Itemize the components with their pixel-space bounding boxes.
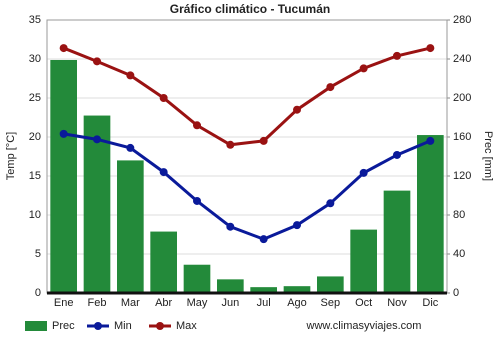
bar (83, 115, 111, 293)
marker (226, 222, 235, 231)
marker (359, 168, 368, 177)
x-tick-label: Ago (287, 297, 307, 309)
y-tick-label: 10 (29, 209, 41, 221)
marker (93, 135, 101, 144)
y2-tick-label: 200 (453, 92, 471, 104)
marker (193, 196, 201, 205)
x-tick-label: Jun (221, 297, 239, 309)
bar (417, 135, 444, 293)
y-tick-label: 30 (29, 53, 41, 65)
bar (50, 59, 77, 293)
marker (293, 105, 301, 114)
bar (183, 264, 211, 293)
marker (126, 143, 135, 152)
marker (426, 44, 435, 53)
bar (150, 231, 177, 293)
y2-tick-label: 80 (453, 209, 465, 221)
y-tick-label: 5 (35, 248, 41, 260)
y-tick-label: 0 (35, 287, 41, 299)
y2-axis-label: Prec [mm] (482, 131, 494, 181)
legend-marker (94, 322, 102, 330)
legend-marker (156, 322, 164, 330)
y-tick-label: 35 (29, 14, 41, 26)
bar (317, 276, 344, 293)
x-tick-label: Dic (422, 297, 438, 309)
marker (159, 168, 168, 177)
y2-tick-label: 40 (453, 248, 465, 260)
y-axis-label: Temp [°C] (5, 132, 17, 180)
x-tick-label: Jul (257, 297, 271, 309)
legend-label: Max (176, 320, 197, 332)
legend-swatch (25, 321, 47, 331)
y-tick-label: 25 (29, 92, 41, 104)
x-tick-label: Ene (54, 297, 74, 309)
marker (259, 235, 268, 244)
marker (59, 129, 68, 138)
legend-label: Prec (52, 320, 75, 332)
y2-tick-label: 240 (453, 53, 471, 65)
marker (359, 64, 368, 73)
y2-tick-label: 120 (453, 170, 471, 182)
marker (393, 51, 401, 60)
x-tick-label: Oct (355, 297, 372, 309)
x-tick-label: Nov (387, 297, 407, 309)
marker (59, 44, 68, 53)
marker (326, 83, 335, 92)
x-tick-label: Sep (321, 297, 341, 309)
x-tick-label: Mar (121, 297, 140, 309)
legend-label: Min (114, 320, 132, 332)
marker (226, 140, 235, 149)
source: www.climasyviajes.com (306, 320, 422, 332)
y-tick-label: 20 (29, 131, 41, 143)
line (63, 46, 431, 147)
bar (383, 190, 411, 293)
line (63, 132, 431, 241)
x-tick-label: Abr (155, 297, 172, 309)
y-tick-label: 15 (29, 170, 41, 182)
marker (93, 57, 101, 66)
marker (393, 150, 401, 159)
bar (350, 229, 377, 293)
bar (250, 287, 277, 293)
y2-tick-label: 280 (453, 14, 471, 26)
y2-tick-label: 0 (453, 287, 459, 299)
marker (259, 136, 268, 145)
marker (159, 94, 168, 102)
x-tick-label: Feb (88, 297, 107, 309)
x-tick-label: May (187, 297, 208, 309)
chart-title: Gráfico climático - Tucumán (170, 2, 330, 16)
marker (126, 71, 135, 80)
bar (217, 279, 244, 293)
marker (426, 136, 435, 145)
bar (117, 160, 144, 293)
marker (193, 121, 201, 130)
marker (326, 199, 335, 208)
y2-tick-label: 160 (453, 131, 471, 143)
bar (283, 286, 311, 293)
marker (293, 221, 301, 230)
